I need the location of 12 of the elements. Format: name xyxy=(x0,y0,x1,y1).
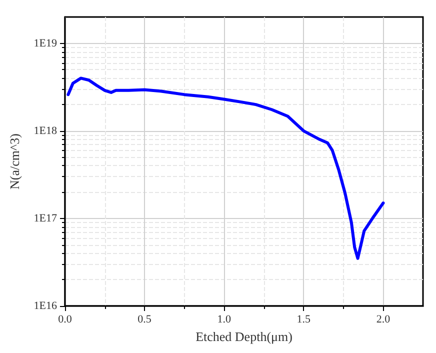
x-tick-label: 2.0 xyxy=(376,314,391,326)
y-tick-label: 1E19 xyxy=(34,37,58,50)
y-tick-label: 1E18 xyxy=(34,124,58,137)
line-series xyxy=(66,76,385,260)
y-axis-title: N(a/cm^3) xyxy=(7,134,22,190)
x-tick-label: 1.0 xyxy=(217,314,232,326)
y-tick-label: 1E16 xyxy=(34,300,58,312)
x-tick-label: 1.5 xyxy=(296,314,312,326)
x-tick-label: 0.0 xyxy=(58,314,72,326)
x-tick-label: 0.5 xyxy=(138,314,152,326)
x-axis-title: Etched Depth(μm) xyxy=(196,329,292,344)
y-tick-label: 1E17 xyxy=(34,212,58,224)
